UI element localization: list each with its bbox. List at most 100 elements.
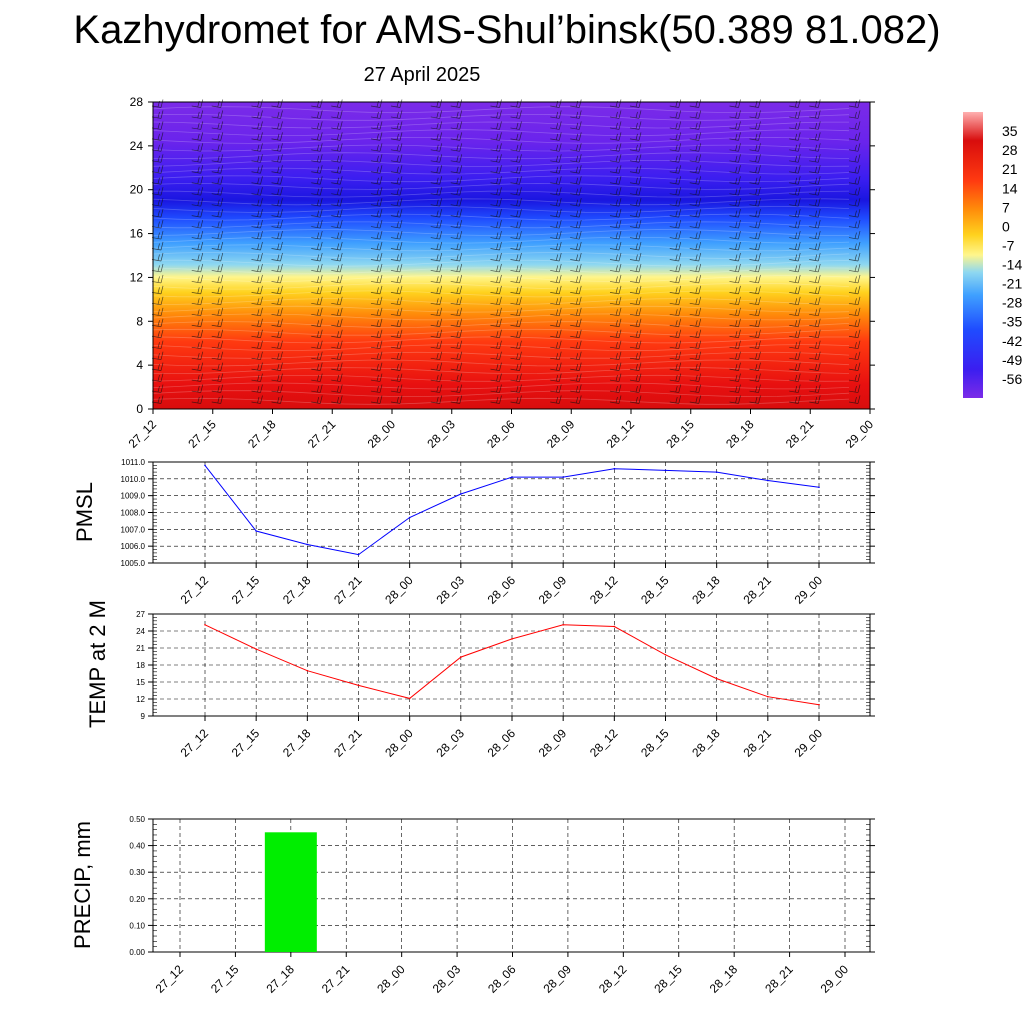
wind-barb <box>430 384 443 393</box>
wind-barb <box>669 307 682 317</box>
wind-barb <box>311 285 323 295</box>
wind-barb <box>191 230 204 240</box>
wind-barb <box>490 252 502 262</box>
x-tick-label: 27_15 <box>185 417 219 451</box>
wind-barb <box>211 121 224 130</box>
wind-barb <box>430 165 443 174</box>
wind-barb <box>191 340 204 350</box>
y-tick-label: 24 <box>130 139 144 153</box>
wind-barb <box>510 373 522 382</box>
wind-barb <box>271 318 283 328</box>
x-tick-label: 28_03 <box>430 962 464 996</box>
wind-barb <box>211 340 224 350</box>
wind-barb <box>749 132 761 141</box>
temp-point <box>357 684 360 687</box>
wind-barb <box>570 241 582 251</box>
wind-barb <box>331 110 343 119</box>
wind-barb <box>450 373 463 382</box>
wind-barb <box>848 384 861 393</box>
wind-barb <box>311 329 323 339</box>
wind-barb <box>789 285 801 295</box>
wind-barb <box>789 220 801 229</box>
wind-barb <box>430 351 443 361</box>
wind-barb <box>211 176 224 185</box>
wind-barb <box>271 296 283 306</box>
wind-barb <box>689 373 702 382</box>
plot-frame <box>152 818 871 953</box>
wind-barb <box>211 362 224 371</box>
wind-barb <box>271 154 283 163</box>
precip-bar <box>264 832 317 952</box>
contour-line <box>152 182 850 190</box>
wind-barb <box>789 384 801 393</box>
wind-barb <box>809 351 821 361</box>
wind-barb <box>191 121 204 130</box>
wind-barb <box>570 220 582 229</box>
wind-barb <box>490 241 502 251</box>
wind-barb <box>191 110 204 119</box>
wind-barb <box>390 187 403 196</box>
contour-line <box>152 136 850 144</box>
wind-barb <box>450 340 463 350</box>
contour-line <box>152 236 850 244</box>
wind-barb <box>669 395 682 404</box>
wind-barb <box>749 220 761 229</box>
y-tick-label: 1007.0 <box>121 525 146 534</box>
wind-barb <box>669 362 682 371</box>
wind-barb <box>311 395 323 404</box>
wind-barb <box>370 132 383 141</box>
wind-barb <box>749 198 761 207</box>
wind-barb <box>211 143 224 152</box>
wind-barb <box>390 143 403 152</box>
x-tick-label: 28_06 <box>485 726 519 760</box>
page-subtitle: 27 April 2025 <box>363 64 481 86</box>
wind-barb <box>370 263 383 273</box>
x-tick-label: 28_21 <box>740 573 774 607</box>
wind-barb <box>251 187 263 196</box>
wind-barb <box>729 143 741 152</box>
wind-barb <box>669 318 682 328</box>
wind-barb <box>550 274 562 284</box>
wind-barb <box>191 274 204 284</box>
wind-barb <box>211 220 224 229</box>
wind-barb <box>609 263 622 273</box>
colorbar-gradient <box>963 112 983 398</box>
wind-barb <box>629 318 642 328</box>
wind-barb <box>430 340 443 350</box>
wind-barb <box>550 395 562 404</box>
contour-line <box>152 106 850 114</box>
wind-barb <box>450 307 463 317</box>
wind-barb <box>311 384 323 393</box>
wind-barb <box>191 143 204 152</box>
temp-point <box>204 623 206 626</box>
wind-barb <box>271 373 283 382</box>
wind-barb <box>689 384 702 393</box>
wind-barb <box>331 252 343 262</box>
wind-barb <box>271 351 283 361</box>
wind-barb <box>191 307 204 317</box>
wind-barb <box>211 132 224 141</box>
wind-barb <box>848 373 861 382</box>
wind-barb <box>729 362 741 371</box>
wind-barb <box>510 307 522 317</box>
wind-barb <box>390 285 403 295</box>
y-tick-label: 28 <box>130 95 144 109</box>
pmsl-point <box>408 516 411 519</box>
colorbar-label: -56 <box>1002 371 1022 387</box>
wind-barb <box>570 351 582 361</box>
wind-barb <box>430 121 443 130</box>
y-tick-label: 0.50 <box>129 815 145 824</box>
wind-barb <box>848 263 861 273</box>
wind-barb <box>609 143 622 152</box>
wind-barb <box>629 165 642 174</box>
wind-barb <box>729 384 741 393</box>
wind-barb <box>331 209 343 218</box>
x-tick-label: 27_12 <box>178 726 212 760</box>
wind-barb <box>311 220 323 229</box>
wind-barb <box>251 165 263 174</box>
wind-barb <box>789 329 801 339</box>
wind-barb <box>848 362 861 371</box>
wind-barb <box>809 274 821 284</box>
wind-barb <box>789 252 801 262</box>
contour-line <box>152 397 850 405</box>
